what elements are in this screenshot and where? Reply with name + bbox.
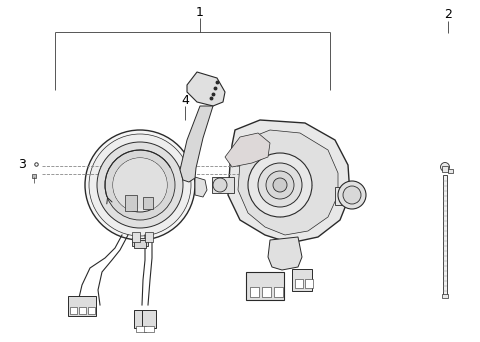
Bar (134, 310, 148, 328)
Bar (448, 169, 453, 173)
Circle shape (441, 162, 449, 171)
Polygon shape (225, 133, 270, 167)
Bar (143, 197, 153, 209)
Bar (68, 296, 96, 316)
Polygon shape (195, 177, 207, 197)
Circle shape (258, 163, 302, 207)
Bar (142, 310, 156, 328)
Bar (274, 287, 283, 297)
Bar (79, 307, 86, 314)
Bar (88, 307, 95, 314)
Circle shape (113, 158, 167, 212)
Bar (292, 269, 312, 291)
Bar (132, 238, 148, 246)
Bar (144, 326, 154, 332)
Bar (442, 166, 448, 172)
Text: 4: 4 (181, 93, 189, 106)
Polygon shape (268, 237, 302, 270)
Bar (125, 195, 137, 211)
Polygon shape (238, 130, 338, 235)
Circle shape (273, 178, 287, 192)
Bar (262, 287, 271, 297)
Text: 1: 1 (196, 5, 204, 18)
Bar (145, 232, 153, 242)
Polygon shape (180, 106, 213, 182)
Polygon shape (228, 120, 350, 243)
Circle shape (97, 142, 183, 228)
Circle shape (89, 134, 191, 236)
Circle shape (213, 178, 227, 192)
Circle shape (85, 130, 195, 240)
Bar (250, 287, 259, 297)
Bar (212, 177, 234, 193)
Bar (295, 279, 303, 288)
Text: 3: 3 (18, 158, 26, 171)
Circle shape (248, 153, 312, 217)
Circle shape (119, 164, 161, 206)
Text: 2: 2 (444, 9, 452, 22)
Polygon shape (113, 158, 167, 208)
Bar (70, 307, 77, 314)
Circle shape (338, 181, 366, 209)
Bar (246, 272, 284, 300)
Bar (136, 326, 146, 332)
Bar (132, 232, 140, 242)
Bar (335, 187, 355, 205)
Bar (134, 240, 146, 248)
Bar (305, 279, 313, 288)
Circle shape (105, 150, 175, 220)
Bar (443, 175, 447, 295)
Circle shape (266, 171, 294, 199)
Polygon shape (187, 72, 225, 106)
Circle shape (343, 186, 361, 204)
Bar (442, 294, 448, 298)
